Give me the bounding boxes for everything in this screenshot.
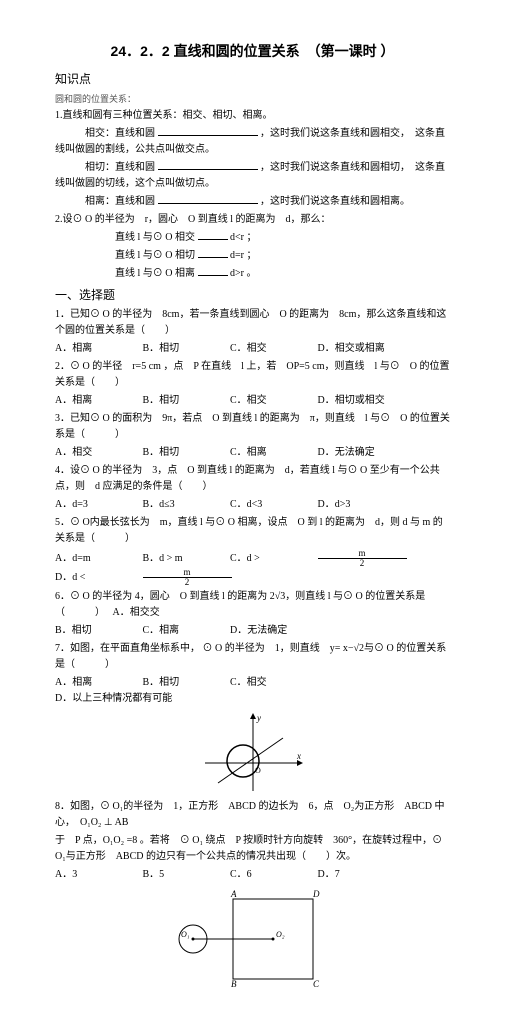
q5-options: A．d=m B．d > m C．d > m2 D．d < m2 [55,549,450,587]
opt-a: A．d=m [55,551,140,567]
opt-d: D．无法确定 [230,623,315,639]
sqrt3: √3 [275,591,286,602]
q8a: 8．如图，⊙ O₁的半径为 1，正方形 ABCD 的边长为 6，点 O₂为正方形… [55,799,450,831]
k1c: 相离：直线和圆 [55,196,155,207]
fraction: m2 [318,549,407,568]
opt-a: A．相交 [55,445,140,461]
k2a-line: 直线 l 与⊙ O 相交 d<r ； [55,230,450,246]
opt-d-pre: D．d < [55,570,140,586]
opt-c: C．相交 [230,393,315,409]
svg-text:x: x [296,751,301,761]
k2b-line: 直线 l 与⊙ O 相切 d=r ； [55,248,450,264]
svg-text:A: A [230,889,237,899]
q3: 3．已知⊙ O 的面积为 9π，若点 O 到直线 l 的距离为 π，则直线 l … [55,411,450,443]
figure-1: y x O [55,713,450,793]
section-choice: 一、选择题 [55,286,450,305]
opt-a: A．相离 [55,341,140,357]
opt-d: D．d>3 [318,497,403,513]
sqrt2: √2 [354,643,365,654]
svg-text:O: O [255,766,261,775]
q6-pre: 6．⊙ O 的半径为 4，圆心 O 到直线 l 的距离为 2 [55,591,275,602]
k1a: 相交：直线和圆 [55,128,155,139]
opt-c: C．相离 [230,445,315,461]
k1c2: ，这时我们说这条直线和圆相离。 [260,196,410,207]
k1c-line: 相离：直线和圆 ，这时我们说这条直线和圆相离。 [55,194,450,210]
svg-text:B: B [231,979,237,989]
opt-b: B．相切 [143,675,228,691]
q8-options: A．3 B．5 C．6 D．7 [55,867,450,883]
svg-text:O₂: O₂ [276,930,285,939]
opt-c: C．相交 [230,675,315,691]
opt-a: A．相交 [113,607,150,618]
opt-d: D．d < m2 [55,568,232,587]
opt-d: D．相切或相交 [318,393,403,409]
opt-c: C．相离 [143,623,228,639]
svg-text:O₁: O₁ [181,930,190,939]
blank [158,194,258,204]
opt-d: D．无法确定 [318,445,403,461]
denom: 2 [143,578,232,587]
k1: 1.直线和圆有三种位置关系：相交、相切、相离。 [55,108,450,124]
k2c-line: 直线 l 与⊙ O 相离 d>r 。 [55,266,450,282]
opt-c: C．6 [230,867,315,883]
q4: 4．设⊙ O 的半径为 3，点 O 到直线 l 的距离为 d，若直线 l 与⊙ … [55,463,450,495]
q7-pre: 7．如图，在平面直角坐标系中， ⊙ O 的半径为 1，则直线 y= x− [55,643,354,654]
q2: 2．⊙ O 的半径 r=5 cm ，点 P 在直线 l 上，若 OP=5 cm，… [55,359,450,391]
subtitle: 圆和圆的位置关系： [55,92,450,106]
opt-c: C．d > m2 [230,549,407,568]
q7: 7．如图，在平面直角坐标系中， ⊙ O 的半径为 1，则直线 y= x−√2与⊙… [55,641,450,673]
k2ae: d<r ； [230,232,256,243]
opt-b: B．相切 [143,445,228,461]
opt-a: A．相离 [55,675,140,691]
figure-2: A D B C O₁ O₂ [55,889,450,989]
svg-text:C: C [313,979,320,989]
blank [158,160,258,170]
blank [198,248,228,258]
opt-a: A．相离 [55,393,140,409]
blank [198,230,228,240]
k2a: 直线 l 与⊙ O 相交 [115,232,195,243]
q1-options: A．相离 B．相切 C．相交 D．相交或相离 [55,341,450,357]
k2ce: d>r 。 [230,268,256,279]
fraction: m2 [143,568,232,587]
denom: 2 [318,559,407,568]
opt-a: A．3 [55,867,140,883]
svg-text:y: y [256,713,261,723]
q8b: 于 P 点，O₁O₂ =8 。若将 ⊙ O₁ 绕点 P 按顺时针方向旋转 360… [55,833,450,865]
k2be: d=r ； [230,250,256,261]
k1b: 相切：直线和圆 [55,162,155,173]
blank [198,266,228,276]
opt-b: B．相切 [143,341,228,357]
opt-b: B．d > m [143,551,228,567]
opt-c: C．d<3 [230,497,315,513]
blank [158,126,258,136]
opt-d: D．以上三种情况都有可能 [55,691,195,707]
opt-a: A．d=3 [55,497,140,513]
opt-b: B．相切 [55,623,140,639]
opt-d: D．相交或相离 [318,341,403,357]
opt-b: B．相切 [143,393,228,409]
k2b: 直线 l 与⊙ O 相切 [115,250,195,261]
opt-d: D．7 [318,867,403,883]
opt-b: B．5 [143,867,228,883]
opt-b: B．d≤3 [143,497,228,513]
opt-c-pre: C．d > [230,551,315,567]
q7-options: A．相离 B．相切 C．相交 D．以上三种情况都有可能 [55,675,450,707]
k2: 2.设⊙ O 的半径为 r，圆心 O 到直线 l 的距离为 d，那么： [55,212,450,228]
q6-options: B．相切 C．相离 D．无法确定 [55,623,450,639]
q3-options: A．相交 B．相切 C．相离 D．无法确定 [55,445,450,461]
svg-text:D: D [312,889,320,899]
page-title: 24．2．2 直线和圆的位置关系 （第一课时 ） [55,40,450,62]
k1b-line: 相切：直线和圆 ，这时我们说这条直线和圆相切， 这条直线叫做圆的切线，这个点叫做… [55,160,450,192]
q5: 5．⊙ O内最长弦长为 m，直线 l 与⊙ O 相离，设点 O 到 l 的距离为… [55,515,450,547]
q6: 6．⊙ O 的半径为 4，圆心 O 到直线 l 的距离为 2√3，则直线 l 与… [55,589,450,621]
k2c: 直线 l 与⊙ O 相离 [115,268,195,279]
q4-options: A．d=3 B．d≤3 C．d<3 D．d>3 [55,497,450,513]
section-knowledge: 知识点 [55,70,450,89]
opt-c: C．相交 [230,341,315,357]
q2-options: A．相离 B．相切 C．相交 D．相切或相交 [55,393,450,409]
k1a-line: 相交：直线和圆 ，这时我们说这条直线和圆相交， 这条直线叫做圆的割线，公共点叫做… [55,126,450,158]
q1: 1．已知⊙ O 的半径为 8cm，若一条直线到圆心 O 的距离为 8cm，那么这… [55,307,450,339]
